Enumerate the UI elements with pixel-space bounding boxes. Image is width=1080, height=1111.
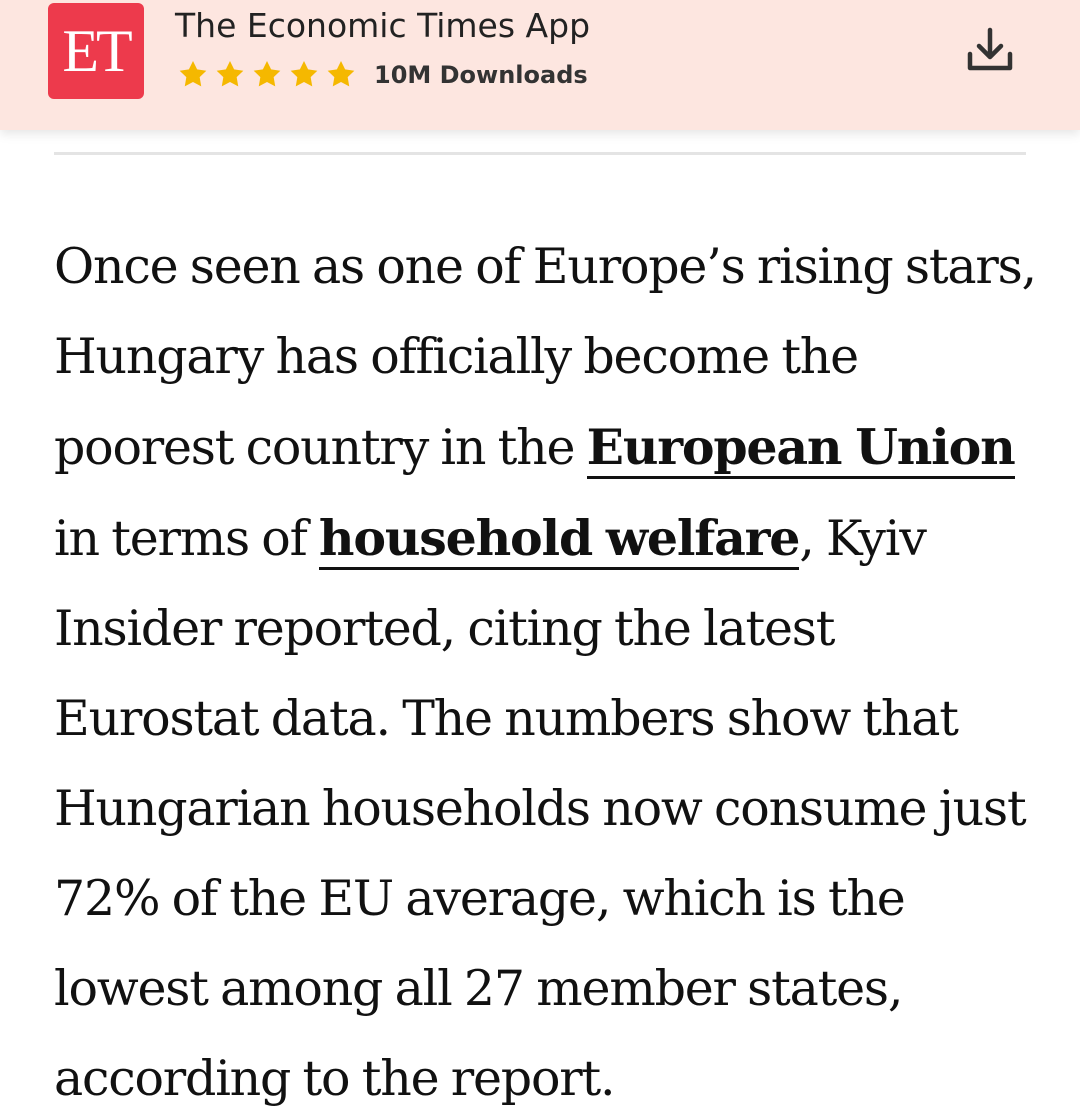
divider (54, 152, 1026, 155)
download-icon (967, 27, 1013, 71)
household-welfare-link[interactable]: household welfare (318, 509, 800, 570)
app-rating: 10M Downloads (177, 55, 588, 95)
european-union-link[interactable]: European Union (586, 418, 1016, 479)
article-text-segment: in terms of (54, 510, 319, 567)
app-install-banner[interactable]: ET The Economic Times App 10M Downloads (0, 0, 1080, 130)
article-text-segment: , Kyiv Insider reported, citing the late… (54, 510, 1027, 1107)
downloads-count: 10M Downloads (374, 61, 588, 89)
star-icon (216, 61, 244, 87)
star-icon (290, 61, 318, 87)
download-app-button[interactable] (958, 20, 1022, 80)
article-text-segment: Once seen as one of Europe’s rising star… (54, 238, 1037, 476)
star-icon (253, 61, 281, 87)
article-paragraph: Once seen as one of Europe’s rising star… (54, 222, 1044, 1111)
star-icon (179, 61, 207, 87)
star-icon (327, 61, 355, 87)
app-logo: ET (48, 3, 144, 99)
app-name: The Economic Times App (175, 6, 591, 45)
